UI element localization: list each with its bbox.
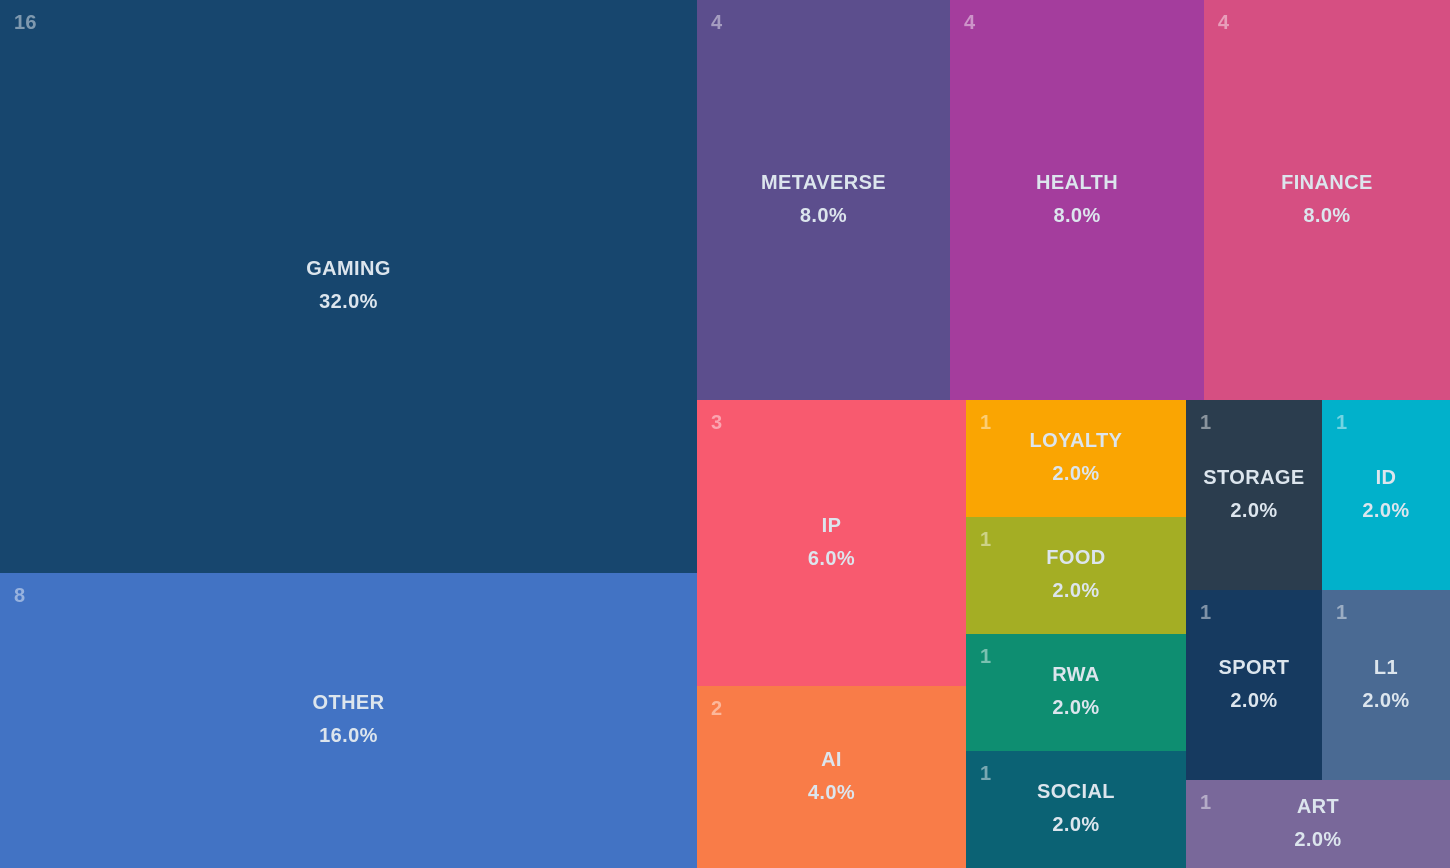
tile-label: ART 2.0% <box>1294 791 1341 857</box>
tile-percent: 8.0% <box>1053 204 1101 227</box>
tile-label: RWA 2.0% <box>1052 659 1100 725</box>
tile-percent: 2.0% <box>1230 499 1278 522</box>
tile-count: 1 <box>1335 411 1348 434</box>
tile-label: IP 6.0% <box>808 510 855 576</box>
tile-category-name: IP <box>821 514 842 537</box>
tile-label: FOOD 2.0% <box>1046 542 1105 608</box>
treemap-tile-health[interactable]: 4 HEALTH 8.0% <box>950 0 1205 400</box>
tile-category-name: LOYALTY <box>1029 430 1123 453</box>
treemap-tile-metaverse[interactable]: 4 METAVERSE 8.0% <box>697 0 951 400</box>
tile-category-name: AI <box>821 748 842 771</box>
tile-percent: 16.0% <box>319 725 378 748</box>
treemap-tile-sport[interactable]: 1 SPORT 2.0% <box>1185 589 1322 780</box>
tile-category-name: L1 <box>1373 656 1399 679</box>
tile-count: 4 <box>711 12 723 34</box>
tile-category-name: ART <box>1296 795 1340 818</box>
treemap-tile-food[interactable]: 1 FOOD 2.0% <box>965 516 1186 634</box>
tile-label: OTHER 16.0% <box>313 687 385 753</box>
treemap-tile-gaming[interactable]: 16 GAMING 32.0% <box>0 0 697 573</box>
tile-label: ID 2.0% <box>1362 462 1409 528</box>
tile-label: SOCIAL 2.0% <box>1037 776 1115 842</box>
treemap-tile-finance[interactable]: 4 FINANCE 8.0% <box>1203 0 1450 400</box>
tile-percent: 2.0% <box>1052 580 1100 603</box>
tile-category-name: GAMING <box>306 258 391 281</box>
treemap-tile-id[interactable]: 1 ID 2.0% <box>1321 399 1450 590</box>
tile-count: 1 <box>1199 791 1212 814</box>
tile-label: LOYALTY 2.0% <box>1030 425 1123 491</box>
tile-percent: 2.0% <box>1052 814 1100 837</box>
tile-label: SPORT 2.0% <box>1219 652 1290 718</box>
tile-percent: 2.0% <box>1052 463 1100 486</box>
tile-percent: 6.0% <box>807 547 856 570</box>
tile-category-name: METAVERSE <box>760 171 887 194</box>
tile-label: METAVERSE 8.0% <box>761 167 886 233</box>
treemap-tile-l1[interactable]: 1 L1 2.0% <box>1321 589 1450 780</box>
tile-percent: 2.0% <box>1362 689 1410 712</box>
tile-percent: 2.0% <box>1362 499 1410 522</box>
tile-label: L1 2.0% <box>1362 652 1409 718</box>
tile-count: 1 <box>1199 601 1212 624</box>
tile-category-name: OTHER <box>312 692 385 715</box>
tile-category-name: RWA <box>1052 664 1100 687</box>
tile-count: 16 <box>14 12 37 34</box>
tile-count: 1 <box>979 411 992 434</box>
tile-count: 1 <box>979 645 992 668</box>
tile-category-name: STORAGE <box>1203 466 1305 489</box>
treemap-tile-other[interactable]: 8 OTHER 16.0% <box>0 572 697 868</box>
tile-label: AI 4.0% <box>808 744 855 810</box>
tile-count: 1 <box>1335 601 1348 624</box>
tile-category-name: SPORT <box>1218 656 1290 679</box>
tile-percent: 8.0% <box>1303 204 1351 227</box>
tile-category-name: FOOD <box>1046 547 1106 570</box>
tile-label: FINANCE 8.0% <box>1281 167 1373 233</box>
tile-percent: 8.0% <box>799 204 848 227</box>
tile-category-name: FINANCE <box>1281 171 1373 194</box>
tile-label: GAMING 32.0% <box>306 253 391 319</box>
treemap-tile-art[interactable]: 1 ART 2.0% <box>1185 779 1450 868</box>
tile-percent: 4.0% <box>807 781 856 804</box>
tile-count: 8 <box>14 584 26 607</box>
tile-count: 1 <box>979 528 992 551</box>
treemap-tile-loyalty[interactable]: 1 LOYALTY 2.0% <box>965 399 1186 517</box>
tile-category-name: ID <box>1375 466 1397 489</box>
tile-percent: 2.0% <box>1294 828 1342 851</box>
treemap-tile-rwa[interactable]: 1 RWA 2.0% <box>965 633 1186 751</box>
tile-percent: 32.0% <box>319 291 378 314</box>
treemap-tile-social[interactable]: 1 SOCIAL 2.0% <box>965 750 1186 868</box>
tile-percent: 2.0% <box>1052 697 1100 720</box>
treemap-tile-ai[interactable]: 2 AI 4.0% <box>697 685 966 868</box>
tile-count: 3 <box>711 411 723 434</box>
tile-category-name: HEALTH <box>1036 171 1119 194</box>
treemap-tile-storage[interactable]: 1 STORAGE 2.0% <box>1185 399 1322 590</box>
treemap-tile-ip[interactable]: 3 IP 6.0% <box>697 399 966 686</box>
tile-percent: 2.0% <box>1230 689 1278 712</box>
tile-count: 1 <box>1199 411 1212 434</box>
tile-label: HEALTH 8.0% <box>1036 167 1118 233</box>
tile-count: 4 <box>964 12 976 34</box>
tile-count: 2 <box>711 697 723 720</box>
tile-category-name: SOCIAL <box>1036 781 1115 804</box>
tile-count: 1 <box>979 762 992 785</box>
tile-label: STORAGE 2.0% <box>1203 462 1304 528</box>
tile-count: 4 <box>1217 12 1230 34</box>
